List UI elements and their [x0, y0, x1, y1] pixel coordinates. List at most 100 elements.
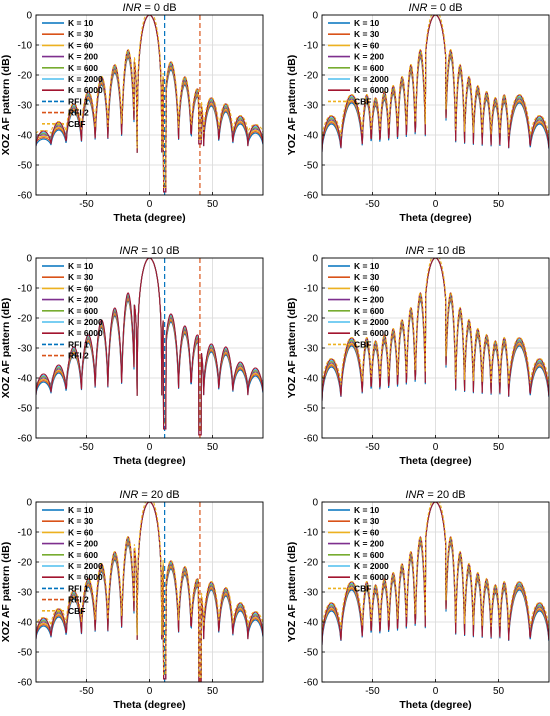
x-axis-label: Theta (degree) — [399, 212, 471, 224]
y-axis-label: XOZ AF pattern (dB) — [0, 298, 12, 399]
legend-label: CBF — [68, 119, 85, 129]
series-line-k30 — [36, 15, 263, 187]
y-tick-label: -30 — [304, 344, 319, 355]
y-tick-label: -60 — [304, 191, 319, 202]
legend-label: K = 10 — [68, 505, 94, 515]
series-line-k60 — [36, 258, 263, 424]
legend-label: K = 600 — [68, 306, 98, 316]
y-tick-label: -40 — [18, 131, 33, 142]
legend-label: K = 200 — [354, 52, 384, 62]
y-tick-label: -30 — [18, 101, 33, 112]
series-line-k200 — [36, 15, 263, 193]
legend-label: RFI 2 — [68, 351, 89, 361]
legend-label: K = 60 — [354, 527, 380, 537]
legend-label: K = 2000 — [354, 317, 389, 327]
legend-label: K = 2000 — [68, 317, 103, 327]
legend-label: K = 10 — [354, 18, 380, 28]
y-tick-label: -20 — [304, 71, 319, 82]
y-tick-label: -40 — [304, 618, 319, 629]
legend-label: K = 30 — [68, 516, 94, 526]
y-tick-label: 0 — [312, 254, 318, 265]
chart-title-inr: INR — [405, 245, 424, 257]
y-tick-label: -20 — [304, 558, 319, 569]
series-group — [322, 258, 549, 402]
x-axis-label: Theta (degree) — [113, 699, 185, 711]
y-tick-label: -50 — [18, 404, 33, 415]
legend-label: K = 60 — [68, 283, 94, 293]
y-tick-label: -10 — [18, 528, 33, 539]
chart-panel-4: 0 -10 -20 -30 -40 -50 -60 -50 0 50 INR = 10 dB Thet… — [286, 245, 550, 467]
y-tick-label: -20 — [304, 314, 319, 325]
series-line-k10 — [36, 502, 263, 682]
chart-panel-6: 0 -10 -20 -30 -40 -50 -60 -50 0 50 INR = 20 dB Thet… — [286, 489, 550, 711]
legend-label: K = 30 — [354, 29, 380, 39]
y-tick-label: -40 — [18, 374, 33, 385]
legend-label: K = 30 — [354, 516, 380, 526]
series-line-k6000 — [322, 502, 549, 646]
x-tick-label: -50 — [79, 686, 94, 697]
y-tick-label: -50 — [304, 404, 319, 415]
chart-title: INR = 10 dB — [119, 245, 179, 257]
legend-label: K = 6000 — [68, 572, 103, 582]
y-axis-label: XOZ AF pattern (dB) — [0, 55, 12, 156]
y-tick-label: -30 — [304, 101, 319, 112]
y-tick-label: -60 — [18, 434, 33, 445]
y-tick-label: -50 — [304, 648, 319, 659]
series-line-cbf — [322, 258, 549, 389]
chart-title: INR = 0 dB — [122, 2, 176, 14]
legend-label: RFI 1 — [68, 339, 89, 349]
chart-title-inr: INR — [119, 245, 138, 257]
legend-label: K = 6000 — [68, 85, 103, 95]
chart-title: INR = 20 dB — [405, 489, 465, 501]
legend-label: K = 6000 — [68, 328, 103, 338]
y-tick-label: -10 — [18, 41, 33, 52]
chart-title: INR = 10 dB — [405, 245, 465, 257]
legend-label: RFI 2 — [68, 108, 89, 118]
y-tick-label: -50 — [304, 161, 319, 172]
series-group — [322, 15, 549, 153]
y-tick-label: 0 — [26, 11, 32, 22]
legend-label: K = 200 — [68, 52, 98, 62]
chart-title-inr: INR — [408, 2, 427, 14]
x-tick-label: -50 — [79, 199, 94, 210]
legend-label: K = 2000 — [354, 74, 389, 84]
chart-title-value: = 10 dB — [138, 245, 179, 257]
legend-label: RFI 1 — [68, 96, 89, 106]
y-tick-label: -60 — [18, 678, 33, 689]
legend-label: K = 6000 — [354, 85, 389, 95]
y-axis-label: YOZ AF pattern (dB) — [286, 55, 298, 156]
series-line-k600 — [36, 502, 263, 677]
series-line-k2000 — [36, 258, 263, 424]
series-line-k10 — [36, 15, 263, 193]
series-line-k6000 — [36, 258, 263, 436]
series-line-k60 — [36, 502, 263, 671]
chart-title-inr: INR — [119, 489, 138, 501]
x-tick-label: 50 — [207, 686, 219, 697]
y-tick-label: -60 — [304, 678, 319, 689]
y-tick-label: 0 — [312, 498, 318, 509]
x-tick-label: 50 — [207, 442, 219, 453]
series-line-cbf — [322, 15, 549, 140]
y-axis-label: YOZ AF pattern (dB) — [286, 298, 298, 399]
x-tick-label: -50 — [365, 442, 380, 453]
legend-label: K = 10 — [354, 505, 380, 515]
chart-title-value: = 10 dB — [424, 245, 465, 257]
chart-title-value: = 20 dB — [424, 489, 465, 501]
legend-label: K = 2000 — [68, 561, 103, 571]
y-tick-label: 0 — [26, 498, 32, 509]
y-tick-label: -10 — [304, 528, 319, 539]
series-line-k6000 — [36, 502, 263, 682]
series-line-k600 — [36, 258, 263, 430]
legend-label: K = 60 — [68, 527, 94, 537]
chart-title: INR = 0 dB — [408, 2, 462, 14]
series-line-k600 — [36, 15, 263, 187]
chart-panel-2: 0 -10 -20 -30 -40 -50 -60 -50 0 50 INR = 0 dB Theta… — [286, 2, 550, 224]
series-line-k200 — [36, 258, 263, 436]
chart-title-value: = 0 dB — [427, 2, 462, 14]
y-tick-label: -60 — [304, 434, 319, 445]
series-group — [322, 502, 549, 646]
x-tick-label: 0 — [433, 686, 439, 697]
chart-panel-3: 0 -10 -20 -30 -40 -50 -60 -50 0 50 INR = 10 dB Thet… — [0, 245, 264, 467]
legend-label: K = 30 — [354, 272, 380, 282]
legend-label: RFI 1 — [68, 583, 89, 593]
